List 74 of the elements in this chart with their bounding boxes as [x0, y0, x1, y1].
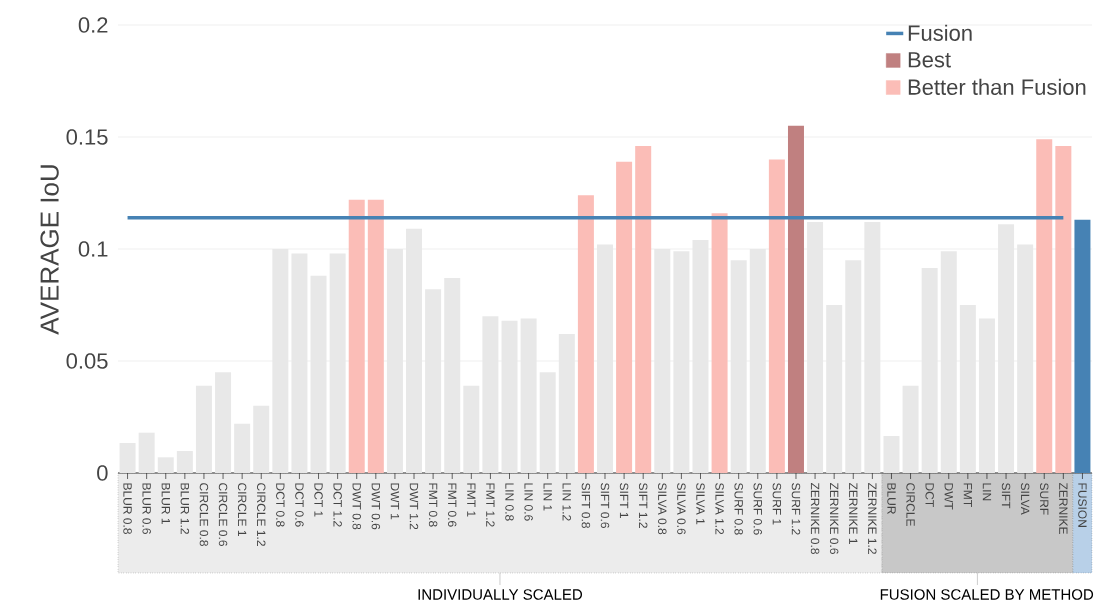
x-tick-label: SIFT 0.8 — [581, 483, 591, 528]
x-tick-label: LIN 0.8 — [505, 483, 514, 521]
bar — [635, 145, 652, 473]
x-tick-label: BLUR 0.6 — [142, 483, 151, 534]
x-tick-label: DCT 1 — [314, 483, 323, 517]
x-tick-label: FUSION — [1078, 483, 1087, 527]
y-tick-label: 0.15 — [66, 129, 108, 145]
text: FUSION SCALED BY METHOD — [880, 589, 1094, 600]
bar — [787, 125, 804, 473]
y-tick-label: 0.2 — [78, 17, 108, 33]
x-tick-label: SILVA 1.2 — [715, 483, 724, 535]
x-tick-label: FMT 1.2 — [486, 483, 495, 527]
bar — [711, 213, 728, 473]
x-tick-label: FMT 0.6 — [447, 483, 457, 527]
x-tick-label: SURF — [1040, 483, 1049, 515]
x-tick-label: SILVA — [1020, 483, 1030, 515]
bar — [348, 199, 365, 473]
x-tick-label: LIN 1 — [543, 483, 552, 511]
x-tick-label: LIN — [982, 483, 992, 501]
x-tick-label: SURF 0.6 — [753, 483, 763, 535]
x-tick-label: SURF 1.2 — [791, 483, 801, 535]
x-tick-label: BLUR 1 — [161, 483, 170, 524]
x-tick-label: DCT — [925, 483, 934, 507]
x-tick-label: DWT 1.2 — [409, 483, 419, 530]
x-tick-label: CIRCLE 0.8 — [199, 483, 209, 546]
x-tick-label: SILVA 1 — [696, 483, 705, 525]
bar — [883, 436, 900, 473]
y-tick-label: 0.05 — [66, 353, 108, 369]
x-tick-label: CIRCLE — [906, 483, 915, 526]
x-tick-label: FMT 0.8 — [428, 483, 438, 527]
x-tick-label: DCT 1.2 — [333, 483, 342, 527]
x-tick-label: SILVA 0.6 — [677, 483, 686, 535]
x-tick-label: BLUR 1.2 — [180, 483, 190, 534]
x-tick-label: LIN 1.2 — [562, 483, 571, 521]
x-tick-label: LIN 0.6 — [524, 483, 533, 521]
x-tick-label: FMT — [963, 483, 972, 507]
x-tick-label: SURF 1 — [772, 483, 782, 525]
x-tick-label: BLUR 0.8 — [123, 483, 132, 534]
x-tick-label: ZERNIKE 1.2 — [868, 482, 877, 554]
legend-label: Better than Fusion — [908, 78, 1086, 95]
y-tick-label: 0.1 — [78, 241, 108, 257]
x-tick-label: BLUR — [887, 483, 896, 514]
x-tick-label: DWT — [944, 483, 953, 510]
x-tick-label: ZERNIKE 0.6 — [829, 482, 839, 555]
x-tick-label: SURF 0.8 — [734, 483, 743, 535]
y-axis-title: AVERAGE IoU — [40, 165, 59, 335]
x-tick-label: DWT 1 — [390, 483, 400, 520]
x-tick-label: DWT 0.8 — [352, 483, 361, 530]
x-tick-label: FMT 1 — [467, 483, 476, 517]
y-tick-label: 0 — [97, 465, 108, 481]
x-tick-label: DCT 0.6 — [295, 483, 304, 527]
bar — [367, 199, 384, 473]
x-tick-label: SILVA 0.8 — [658, 483, 667, 535]
x-tick-label: CIRCLE 1 — [237, 483, 247, 536]
x-tick-label: SIFT 0.6 — [600, 483, 610, 528]
bar — [1055, 145, 1072, 473]
x-tick-label: DWT 0.6 — [371, 483, 381, 530]
legend-label: Best — [908, 52, 951, 68]
x-tick-label: SIFT — [1001, 483, 1011, 509]
bar — [768, 159, 785, 473]
text: INDIVIDUALLY SCALED — [418, 589, 583, 600]
legend-label: Fusion — [908, 24, 972, 41]
bar — [1036, 139, 1053, 473]
x-tick-label: DCT 0.8 — [276, 483, 285, 527]
x-tick-label: ZERNIKE — [1059, 482, 1068, 535]
bar — [902, 385, 919, 473]
x-tick-label: ZERNIKE 0.8 — [810, 482, 820, 555]
x-tick-label: CIRCLE 1.2 — [257, 483, 266, 546]
x-tick-label: ZERNIKE 1 — [849, 482, 858, 544]
x-tick-label: CIRCLE 0.6 — [218, 483, 228, 546]
bar — [616, 161, 633, 473]
x-tick-label: SIFT 1.2 — [638, 483, 648, 528]
bar — [577, 195, 594, 473]
x-tick-label: SIFT 1 — [619, 483, 629, 518]
